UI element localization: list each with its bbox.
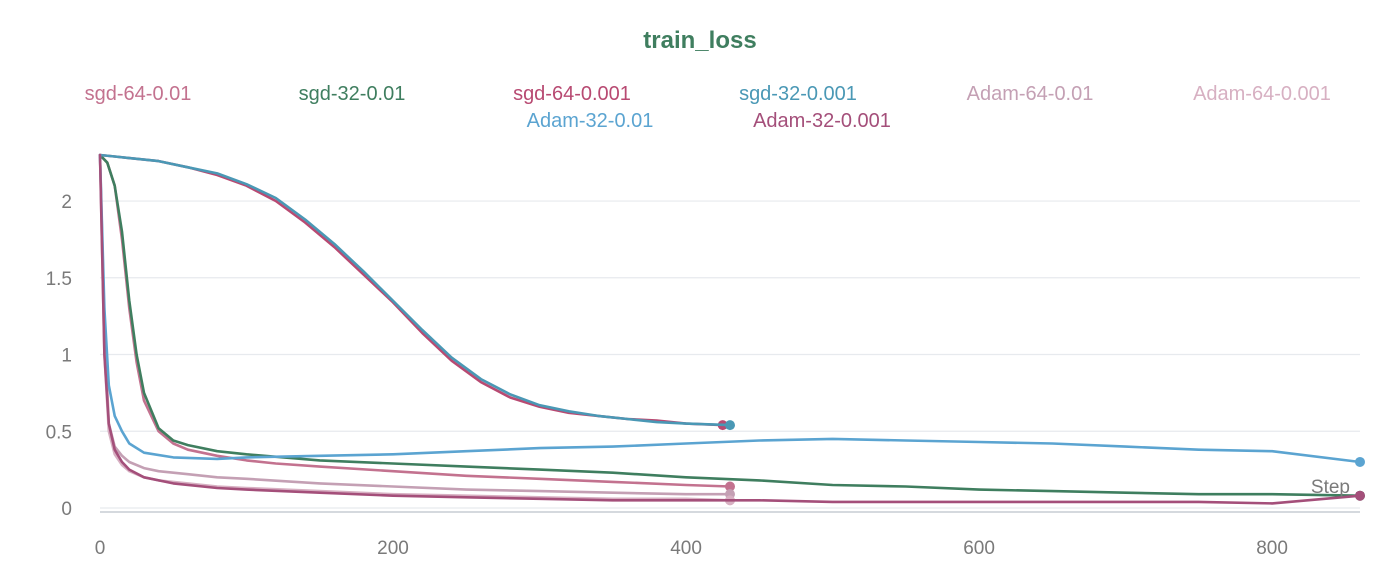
series-line[interactable] — [98, 153, 732, 488]
y-tick-label: 1.5 — [46, 269, 72, 290]
y-tick-label: 2 — [61, 192, 72, 213]
grid — [100, 200, 1360, 513]
x-tick-label: 800 — [1256, 538, 1288, 559]
legend-item[interactable]: sgd-64-0.001 — [513, 83, 631, 105]
y-tick-label: 0.5 — [46, 422, 72, 443]
legend: sgd-64-0.01 sgd-32-0.01 sgd-64-0.001 sgd-32… — [85, 83, 1331, 132]
series-line[interactable] — [98, 153, 1362, 497]
series-endpoint — [1355, 456, 1365, 467]
legend-item[interactable]: sgd-32-0.01 — [299, 83, 406, 105]
series-endpoint — [1355, 490, 1365, 501]
legend-item[interactable]: sgd-64-0.01 — [85, 83, 192, 105]
y-axis: 0 0.5 1 1.5 2 — [46, 192, 72, 520]
series-line[interactable] — [98, 153, 1362, 464]
legend-item[interactable]: Adam-32-0.01 — [527, 110, 654, 132]
legend-item[interactable]: Adam-64-0.01 — [967, 83, 1094, 105]
series-line[interactable] — [98, 153, 732, 427]
chart-title: train_loss — [643, 27, 756, 54]
x-tick-label: 600 — [963, 538, 995, 559]
x-axis: 0 200 400 600 800 — [95, 538, 1288, 559]
y-tick-label: 1 — [61, 346, 72, 367]
legend-item[interactable]: sgd-32-0.001 — [739, 83, 857, 105]
series-group — [98, 153, 1365, 506]
series-line[interactable] — [98, 153, 732, 502]
x-axis-label: Step — [1311, 477, 1350, 498]
x-tick-label: 400 — [670, 538, 702, 559]
legend-item[interactable]: Adam-32-0.001 — [753, 110, 891, 132]
series-endpoint — [725, 420, 735, 431]
series-line[interactable] — [98, 153, 1362, 505]
x-tick-label: 0 — [95, 538, 106, 559]
legend-item[interactable]: Adam-64-0.001 — [1193, 83, 1331, 105]
y-tick-label: 0 — [61, 499, 72, 520]
series-endpoint — [725, 481, 735, 492]
series-line[interactable] — [98, 153, 724, 427]
x-tick-label: 200 — [377, 538, 409, 559]
